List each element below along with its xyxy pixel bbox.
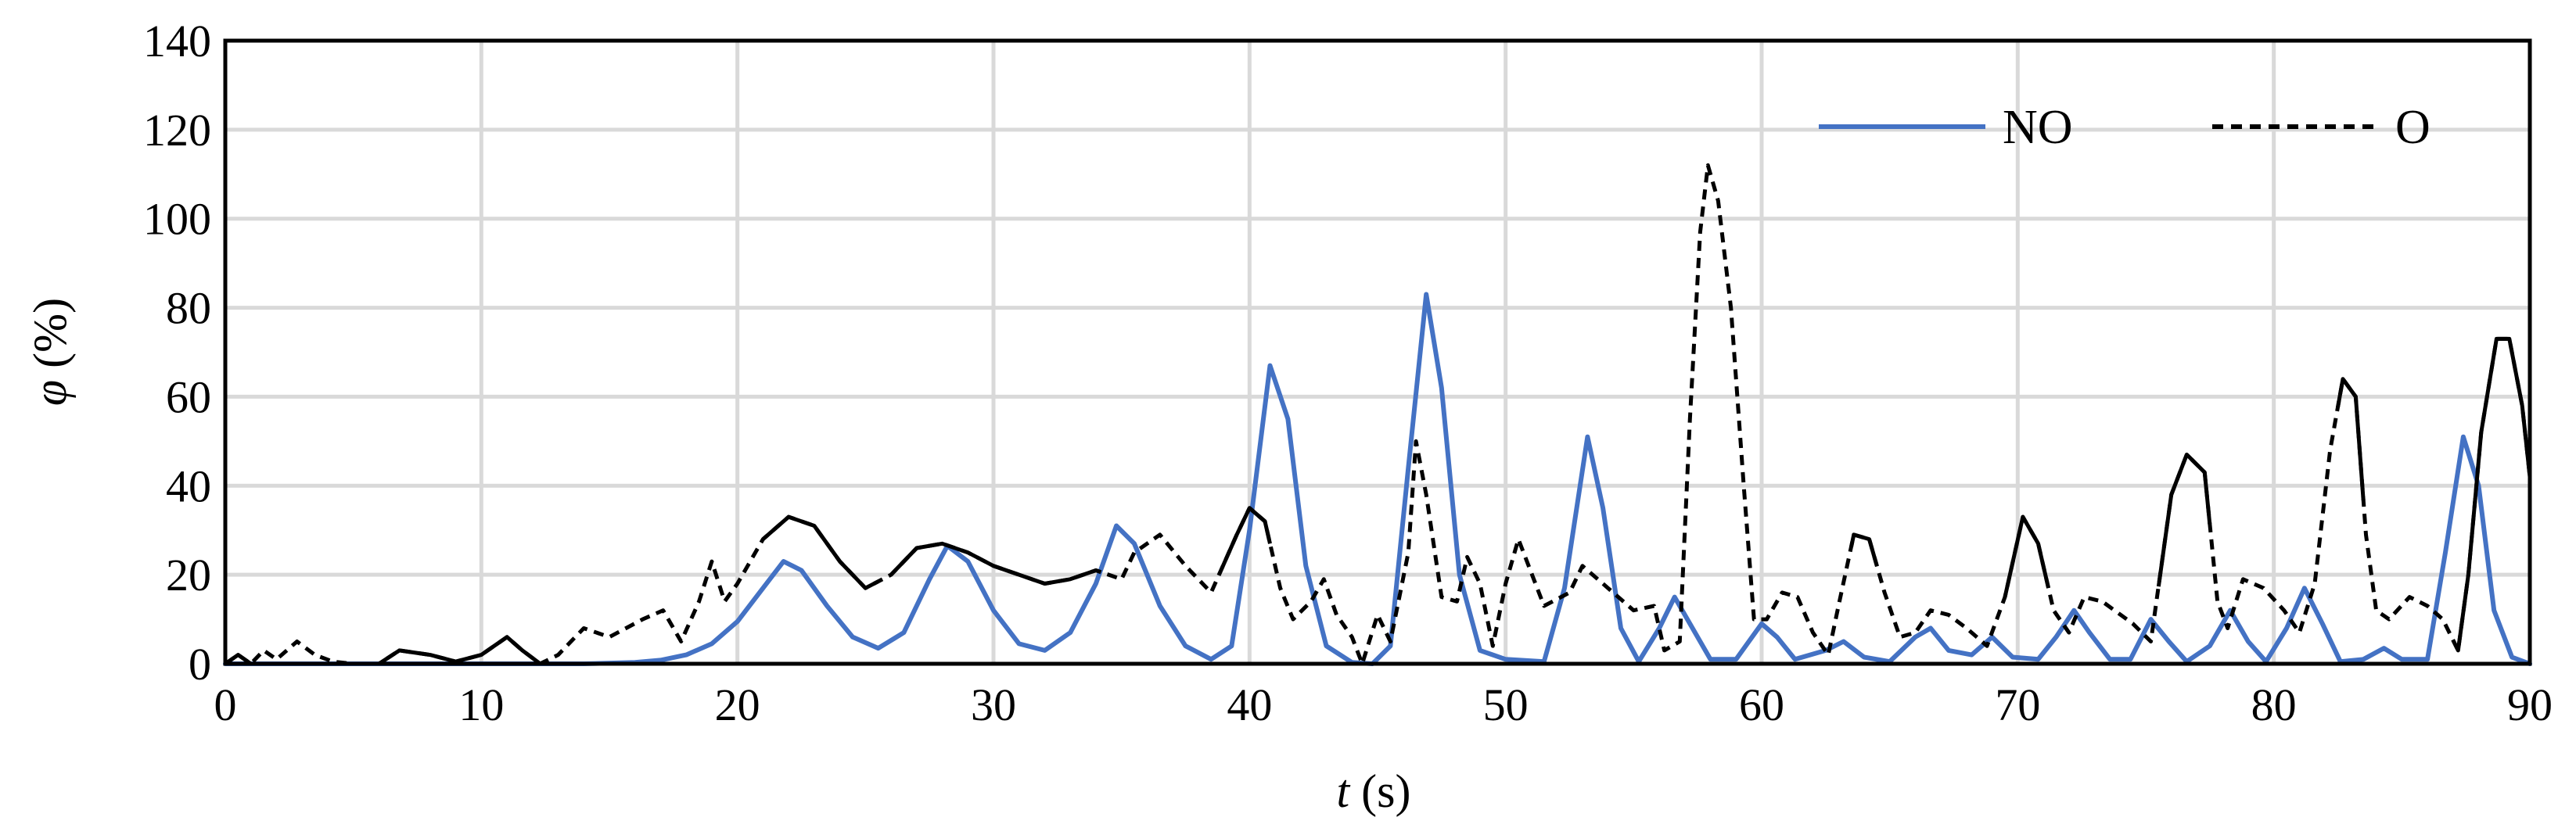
y-tick-label: 100 xyxy=(143,194,211,245)
y-tick-label: 0 xyxy=(189,639,211,690)
legend-label-o: O xyxy=(2395,101,2430,154)
y-tick-label: 60 xyxy=(166,371,211,422)
series-line-o-solid-segment xyxy=(2336,377,2366,500)
y-axis-label: φ (%) xyxy=(24,298,76,406)
series-line-o xyxy=(224,163,2532,666)
series-line-o-solid-segment xyxy=(1216,506,1272,576)
legend-label-no: NO xyxy=(2003,101,2073,154)
x-tick-label: 30 xyxy=(971,679,1016,730)
x-tick-label: 70 xyxy=(1995,679,2040,730)
x-tick-label: 90 xyxy=(2507,679,2553,730)
x-tick-label: 60 xyxy=(1739,679,1784,730)
series-line-o-solid-segment xyxy=(2451,336,2532,653)
y-tick-label: 120 xyxy=(143,105,211,156)
series-line-o-solid-segment xyxy=(1849,532,1879,567)
x-tick-label: 80 xyxy=(2251,679,2297,730)
legend-entry-no: NO xyxy=(1819,101,2073,154)
y-tick-label: 40 xyxy=(166,461,211,511)
legend-entry-o: O xyxy=(2212,101,2430,154)
x-tick-label: 40 xyxy=(1227,679,1272,730)
series-line-no xyxy=(223,292,2532,666)
series-line-o-solid-segment xyxy=(889,541,1102,586)
series-line-o-solid-segment xyxy=(2003,514,2051,598)
y-tick-label: 20 xyxy=(166,550,211,600)
x-tick-label: 50 xyxy=(1483,679,1529,730)
x-tick-label: 10 xyxy=(458,679,504,730)
x-tick-label: 0 xyxy=(214,679,237,730)
series-line-o-solid-segment xyxy=(224,653,253,666)
legend: NO O xyxy=(1819,101,2430,154)
x-tick-label: 20 xyxy=(715,679,760,730)
tick-labels: 0 10 20 30 40 50 60 70 80 90 0 20 40 60 80 100 120 140 xyxy=(143,16,2553,730)
series-line-o-solid-segment xyxy=(761,514,879,590)
plot-frame xyxy=(223,38,2532,666)
series-line-o-solid-segment xyxy=(366,635,547,666)
series-layer xyxy=(223,163,2532,666)
x-axis-label: t (s) xyxy=(1337,765,1411,817)
y-tick-label: 80 xyxy=(166,283,211,334)
series-line-o-solid-segment xyxy=(2156,452,2212,587)
y-tick-label: 140 xyxy=(143,16,211,66)
grid xyxy=(225,41,2530,664)
